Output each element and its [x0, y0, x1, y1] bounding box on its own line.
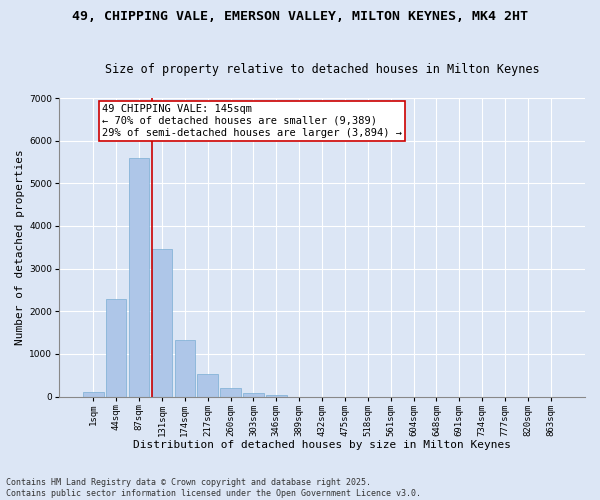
Bar — [175, 340, 195, 396]
Title: Size of property relative to detached houses in Milton Keynes: Size of property relative to detached ho… — [105, 63, 539, 76]
X-axis label: Distribution of detached houses by size in Milton Keynes: Distribution of detached houses by size … — [133, 440, 511, 450]
Bar — [266, 394, 287, 396]
Bar — [197, 374, 218, 396]
Y-axis label: Number of detached properties: Number of detached properties — [15, 150, 25, 345]
Bar — [129, 158, 149, 396]
Text: 49, CHIPPING VALE, EMERSON VALLEY, MILTON KEYNES, MK4 2HT: 49, CHIPPING VALE, EMERSON VALLEY, MILTO… — [72, 10, 528, 23]
Bar — [152, 250, 172, 396]
Bar — [220, 388, 241, 396]
Text: Contains HM Land Registry data © Crown copyright and database right 2025.
Contai: Contains HM Land Registry data © Crown c… — [6, 478, 421, 498]
Bar — [106, 298, 127, 396]
Bar — [83, 392, 104, 396]
Text: 49 CHIPPING VALE: 145sqm
← 70% of detached houses are smaller (9,389)
29% of sem: 49 CHIPPING VALE: 145sqm ← 70% of detach… — [102, 104, 402, 138]
Bar — [243, 393, 264, 396]
